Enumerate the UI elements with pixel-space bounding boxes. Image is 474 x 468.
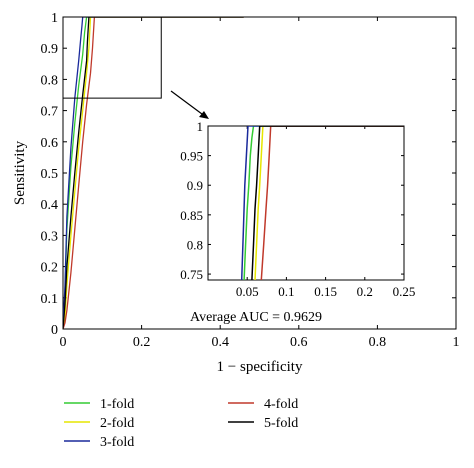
y-tick-label: 0.7: [41, 105, 59, 120]
x-tick-label: 0.2: [133, 335, 151, 350]
y-tick-label: 0.4: [41, 198, 59, 213]
inset-x-tick-label: 0.05: [236, 284, 259, 299]
inset-x-tick-label: 0.1: [278, 284, 294, 299]
legend-item: 1-fold: [64, 397, 134, 412]
series-line-2-fold: [63, 17, 244, 329]
inset-series-line-1-fold: [243, 126, 404, 280]
y-axis-label: Sensitivity: [12, 140, 28, 205]
main-series-group: [63, 17, 244, 329]
legend-item: 4-fold: [228, 397, 298, 412]
legend-label: 4-fold: [264, 397, 298, 412]
y-tick-label: 0.2: [41, 261, 59, 276]
x-tick-label: 0: [60, 335, 67, 350]
legend-label: 2-fold: [100, 416, 134, 431]
inset-series-group: [240, 126, 404, 280]
legend-label: 5-fold: [264, 416, 298, 431]
inset-y-tick-label: 0.8: [187, 237, 203, 252]
y-tick-label: 0.1: [41, 292, 59, 307]
inset-y-tick-label: 0.85: [180, 208, 203, 223]
y-tick-label: 0: [51, 323, 58, 338]
inset-series-line-2-fold: [254, 126, 404, 280]
legend-item: 2-fold: [64, 416, 134, 431]
zoom-arrow-line: [170, 90, 207, 118]
y-tick-label: 0.5: [41, 167, 59, 182]
inset-series-line-3-fold: [240, 126, 404, 280]
legend-label: 3-fold: [100, 435, 134, 450]
inset-series-line-4-fold: [260, 126, 404, 280]
x-tick-label: 0.6: [290, 335, 308, 350]
legend: 1-fold 2-fold 3-fold 4-fold 5-fold: [64, 397, 298, 450]
series-line-3-fold: [63, 17, 244, 329]
x-tick-label: 1: [453, 335, 460, 350]
series-line-4-fold: [63, 17, 244, 329]
inset-series-line-5-fold: [251, 126, 404, 280]
y-tick-label: 0.3: [41, 229, 59, 244]
inset-plot-frame: [207, 125, 405, 281]
inset-y-tick-label: 0.9: [187, 178, 203, 193]
y-tick-label: 0.9: [41, 42, 59, 57]
x-axis-label: 1 − specificity: [217, 359, 303, 375]
inset-y-tick-label: 0.75: [180, 267, 203, 282]
legend-label: 1-fold: [100, 397, 134, 412]
zoom-region-box: [62, 16, 162, 99]
inset-y-tick-label: 1: [197, 119, 204, 134]
legend-item: 3-fold: [64, 435, 134, 450]
legend-item: 5-fold: [228, 416, 298, 431]
x-tick-label: 0.8: [369, 335, 387, 350]
average-auc-annotation: Average AUC = 0.9629: [190, 310, 322, 325]
inset-x-tick-label: 0.25: [393, 284, 416, 299]
y-tick-label: 1: [51, 11, 58, 26]
inset-x-tick-label: 0.2: [357, 284, 373, 299]
inset-x-tick-label: 0.15: [314, 284, 337, 299]
zoom-arrow-head: [199, 111, 209, 119]
x-tick-label: 0.4: [211, 335, 229, 350]
series-line-5-fold: [63, 17, 244, 329]
y-tick-label: 0.6: [41, 136, 59, 151]
y-tick-label: 0.8: [41, 73, 59, 88]
inset-y-tick-label: 0.95: [180, 149, 203, 164]
